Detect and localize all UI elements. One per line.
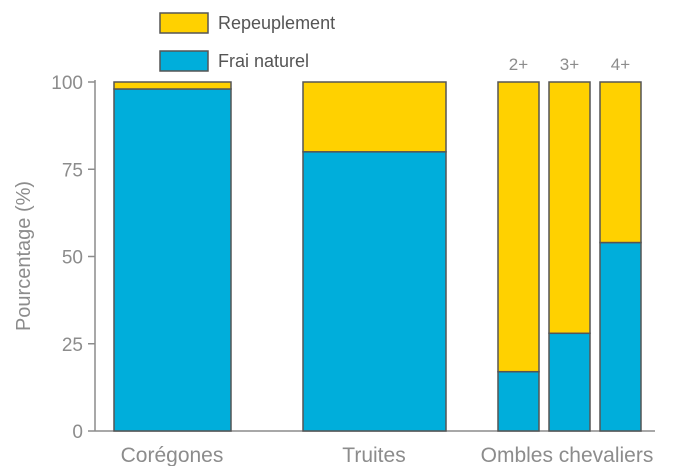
- legend-swatch-repeuplement: [159, 12, 209, 34]
- y-axis-label: Pourcentage (%): [13, 181, 35, 331]
- y-tick-label-25: 25: [62, 335, 83, 356]
- bars: [113, 81, 642, 432]
- legend: Repeuplement Frai naturel: [159, 12, 335, 72]
- legend-label-repeuplement: Repeuplement: [218, 13, 335, 33]
- x-category-label-coregones: Corégones: [121, 444, 224, 466]
- category-labels: Corégones Truites Ombles chevaliers: [121, 444, 654, 466]
- bar-frai-naturel-ombles-chevaliers-2: [497, 370, 540, 432]
- x-category-label-truites: Truites: [342, 444, 405, 466]
- age-label-4: 4+: [611, 55, 630, 74]
- bar-frai-naturel-coregones: [113, 88, 232, 432]
- legend-item-frai-naturel: Frai naturel: [159, 50, 309, 72]
- age-label-3: 3+: [560, 55, 579, 74]
- bar-frai-naturel-ombles-chevaliers-3: [548, 332, 591, 432]
- y-tick-label-100: 100: [51, 73, 83, 94]
- y-tick-label-75: 75: [62, 160, 83, 181]
- bar-repeuplement-truites: [302, 81, 447, 153]
- bar-repeuplement-ombles-chevaliers-2: [497, 81, 540, 373]
- bar-repeuplement-ombles-chevaliers-3: [548, 81, 591, 335]
- bar-frai-naturel-truites: [302, 151, 447, 432]
- legend-item-repeuplement: Repeuplement: [159, 12, 335, 34]
- bar-repeuplement-coregones: [113, 81, 232, 90]
- x-category-label-ombles-chevaliers: Ombles chevaliers: [481, 444, 654, 466]
- legend-swatch-frai-naturel: [159, 50, 209, 72]
- legend-label-frai-naturel: Frai naturel: [218, 51, 309, 71]
- bar-repeuplement-ombles-chevaliers-4: [599, 81, 642, 244]
- age-labels: 2+ 3+ 4+: [509, 55, 630, 74]
- y-tick-label-50: 50: [62, 248, 83, 269]
- bar-frai-naturel-ombles-chevaliers-4: [599, 241, 642, 432]
- age-label-2: 2+: [509, 55, 528, 74]
- y-tick-label-0: 0: [72, 422, 83, 443]
- y-ticks: 0 25 50 75 100: [51, 73, 95, 443]
